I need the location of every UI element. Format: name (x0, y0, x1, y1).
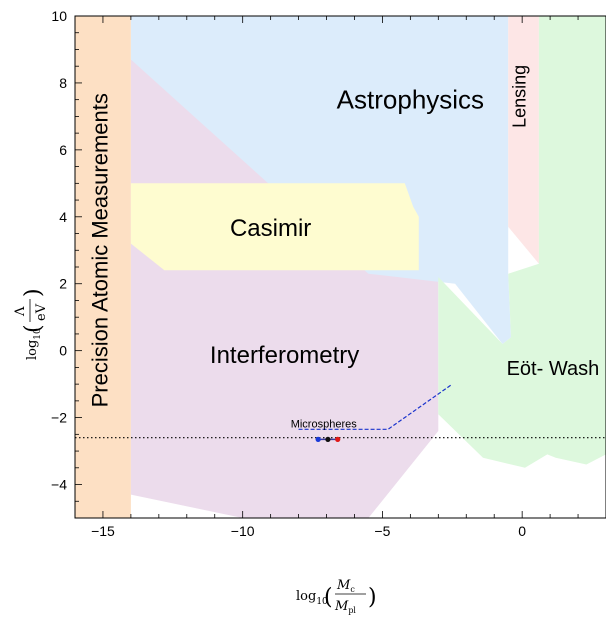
microspheres-point-2 (325, 436, 331, 442)
y-label-sub: 10 (33, 328, 43, 340)
x-tick-label: −15 (91, 523, 115, 539)
y-label-close-paren: ) (21, 288, 46, 297)
region-labels: Astrophysics Casimir Interferometry Eöt- Wa… (88, 65, 600, 431)
y-label-open-paren: ( (21, 324, 46, 333)
x-label-den: M (334, 599, 349, 614)
y-axis-ticks: −4 −2 0 2 4 6 8 10 (51, 8, 82, 519)
microspheres-point-3 (335, 436, 341, 442)
label-casimir: Casimir (230, 215, 311, 242)
y-label-den: eV (34, 303, 49, 321)
y-tick-label: 8 (59, 75, 67, 91)
x-axis-ticks: −15 −10 −5 0 (74, 16, 606, 539)
label-lensing: Lensing (509, 65, 529, 128)
label-interferometry: Interferometry (210, 342, 359, 369)
y-axis-label: log10 ( Λ eV ) (13, 288, 49, 360)
x-axis-label: log10 ( Mc Mpl ) (296, 578, 377, 615)
x-tick-label: −10 (231, 523, 255, 539)
x-tick-label: −5 (374, 523, 390, 539)
reference-lines (75, 383, 606, 442)
label-precision-atomic-measurements: Precision Atomic Measurements (88, 93, 113, 407)
x-label-den-sub: pl (348, 606, 356, 615)
y-label-base: log (25, 340, 40, 360)
region-casimir (130, 183, 419, 271)
x-tick-label: 0 (518, 523, 526, 539)
y-tick-label: 2 (59, 276, 67, 292)
svg-text:log10: log10 (296, 589, 328, 607)
y-tick-label: 0 (59, 343, 67, 359)
x-label-base: log (296, 589, 316, 604)
label-microspheres: Microspheres (291, 418, 358, 430)
microspheres-point-1 (315, 436, 321, 442)
x-label-num: M (336, 578, 351, 593)
y-tick-label: 6 (59, 142, 67, 158)
x-label-num-sub: c (350, 585, 355, 594)
region-precision-atomic-measurements (75, 16, 131, 518)
svg-text:log10: log10 (25, 328, 43, 360)
region-eot-wash (438, 16, 606, 468)
microspheres-pointer-line (298, 383, 453, 430)
y-tick-label: −4 (51, 477, 67, 493)
exclusion-regions (75, 16, 606, 518)
svg-text:Mc: Mc (336, 578, 355, 594)
label-astrophysics: Astrophysics (337, 85, 484, 115)
x-label-close-paren: ) (368, 585, 377, 610)
y-tick-label: 10 (51, 8, 67, 24)
x-label-open-paren: ( (324, 585, 333, 610)
y-tick-label: 4 (59, 209, 67, 225)
x-label-sub: 10 (316, 597, 328, 607)
y-tick-label: −2 (51, 410, 67, 426)
region-lensing (508, 16, 539, 264)
label-eot-wash: Eöt- Wash (507, 358, 600, 380)
svg-text:Mpl: Mpl (334, 599, 356, 615)
y-label-num: Λ (13, 306, 28, 317)
